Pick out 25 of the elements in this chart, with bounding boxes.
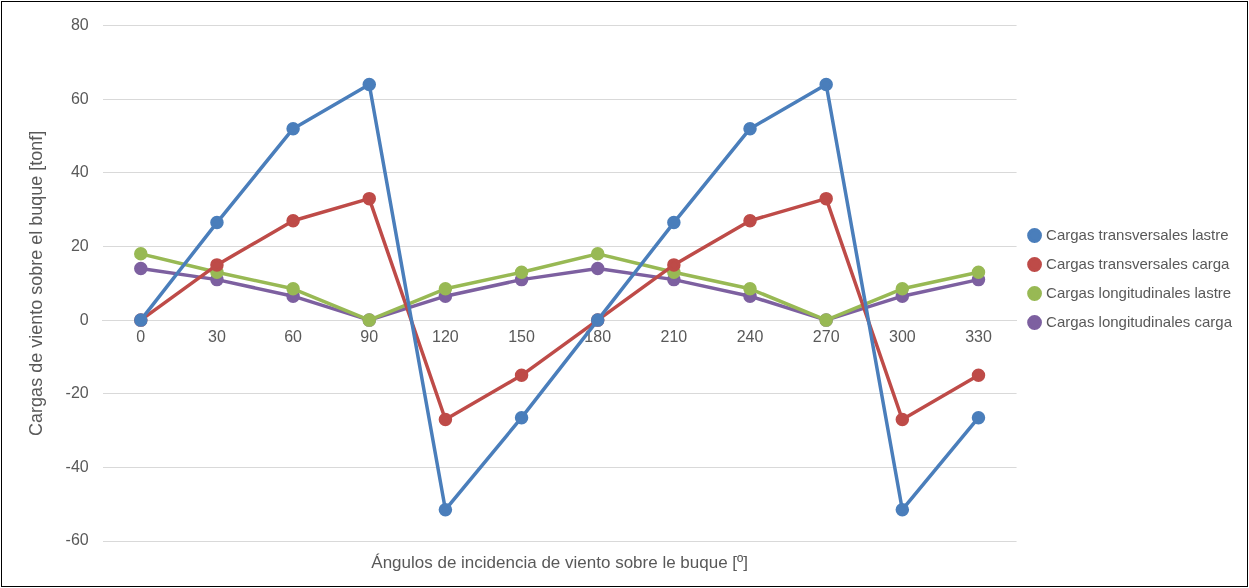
y-tick-label: 20 [70, 236, 89, 254]
legend-label: Cargas longitudinales carga [1046, 312, 1233, 330]
x-tick-label: 210 [660, 328, 688, 346]
x-tick-label: 330 [965, 328, 992, 346]
y-tick-label: -20 [65, 384, 89, 402]
y-tick-label: 60 [70, 89, 89, 107]
y-tick-label: 40 [70, 163, 89, 181]
y-tick-label: -60 [65, 531, 89, 549]
x-tick-label: 300 [888, 328, 916, 346]
legend-label: Cargas longitudinales lastre [1046, 283, 1232, 301]
x-tick-label: 60 [284, 328, 303, 346]
x-tick-label: 240 [736, 328, 764, 346]
y-tick-label: 0 [79, 310, 89, 328]
x-tick-label: 0 [136, 328, 146, 346]
x-tick-label: 30 [208, 328, 226, 346]
x-tick-label: 150 [508, 328, 536, 346]
x-tick-label: 90 [360, 328, 379, 346]
x-tick-label: 120 [432, 328, 459, 346]
legend-label: Cargas transversales lastre [1046, 225, 1229, 243]
y-axis-title: Cargas de viento sobre el buque [tonf] [25, 130, 46, 436]
x-tick-label: 270 [812, 328, 840, 346]
y-tick-label: 80 [70, 16, 89, 34]
y-tick-label: -40 [65, 457, 89, 475]
legend-label: Cargas transversales carga [1046, 254, 1231, 272]
x-axis-title: Ángulos de incidencia de viento sobre le buque [º] [371, 552, 748, 572]
